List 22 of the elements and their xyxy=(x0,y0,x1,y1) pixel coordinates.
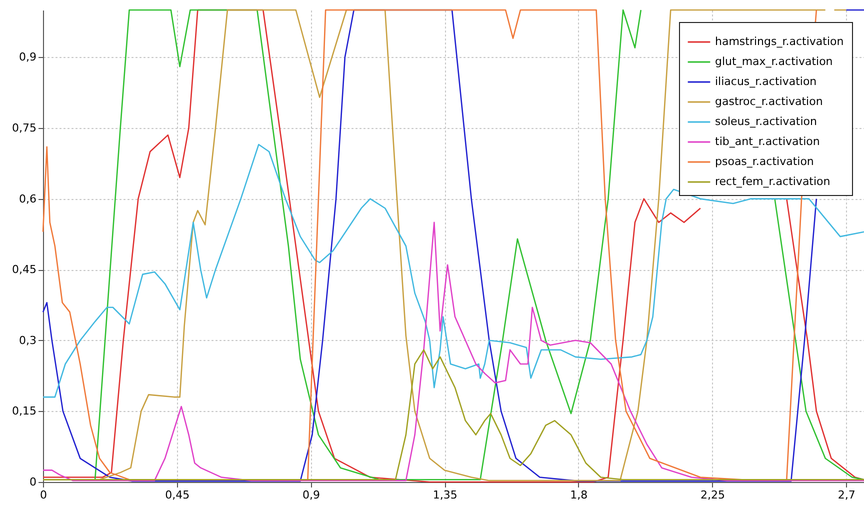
legend-label: rect_fem_r.activation xyxy=(715,175,830,188)
y-tick-label: 0,75 xyxy=(12,122,36,134)
y-tick-label: 0 xyxy=(30,476,36,488)
y-tick-label: 0,15 xyxy=(12,404,36,418)
y-tick-label: 0,45 xyxy=(12,263,36,276)
legend-label: iliacus_r.activation xyxy=(715,75,817,88)
legend-label: tib_ant_r.activation xyxy=(715,135,820,148)
x-tick-label: 1,35 xyxy=(432,488,458,502)
x-tick-label: 2,7 xyxy=(838,488,856,502)
x-tick-label: 2,25 xyxy=(700,488,726,502)
x-tick-label: 0,9 xyxy=(302,488,320,502)
y-tick-label: 0,3 xyxy=(19,334,36,347)
legend-label: soleus_r.activation xyxy=(715,115,818,128)
legend-label: gastroc_r.activation xyxy=(715,95,823,108)
legend-label: psoas_r.activation xyxy=(715,155,814,168)
y-tick-label: 0,9 xyxy=(19,50,36,64)
y-tick-label: 0,6 xyxy=(19,192,36,206)
x-tick-label: 0 xyxy=(40,488,47,502)
x-tick-label: 0,45 xyxy=(165,488,190,502)
x-tick-label: 1,8 xyxy=(570,488,588,502)
legend-label: hamstrings_r.activation xyxy=(715,35,844,48)
legend-label: glut_max_r.activation xyxy=(715,55,833,68)
